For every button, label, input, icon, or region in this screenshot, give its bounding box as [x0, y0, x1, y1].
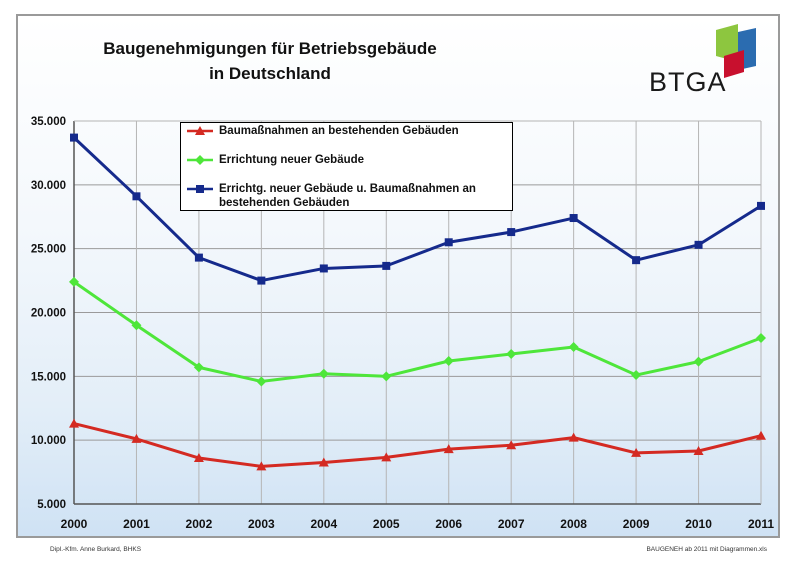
x-tick-label: 2001: [123, 517, 150, 531]
diamond-marker: [443, 356, 454, 367]
x-tick-label: 2010: [685, 517, 712, 531]
diamond-marker: [631, 370, 642, 381]
square-marker: [194, 253, 203, 262]
square-marker: [382, 261, 391, 270]
x-tick-label: 2006: [435, 517, 462, 531]
y-tick-label: 30.000: [31, 180, 66, 192]
x-tick-label: 2011: [748, 517, 774, 531]
legend-label-red: Baumaßnahmen an bestehenden Gebäuden: [219, 125, 459, 137]
x-tick-label: 2003: [248, 517, 275, 531]
triangle-marker: [131, 433, 142, 443]
square-marker: [757, 201, 765, 210]
triangle-marker: [318, 457, 329, 467]
square-marker: [257, 276, 266, 285]
legend-label-green: Errichtung neuer Gebäude: [219, 154, 365, 166]
diamond-marker: [131, 320, 142, 331]
y-tick-label: 10.000: [31, 435, 66, 447]
chart-title-line-2: in Deutschland: [209, 64, 331, 83]
series-line-1: [73, 422, 762, 468]
x-tick-label: 2009: [623, 517, 650, 531]
y-tick-label: 25.000: [31, 244, 66, 256]
footer-author: Dipl.-Kfm. Anne Burkard, BHKS: [50, 546, 142, 553]
triangle-marker: [443, 444, 454, 454]
square-marker: [319, 264, 328, 273]
chart-title: Baugenehmigungen für Betriebsgebäude in …: [60, 36, 480, 86]
triangle-marker: [256, 461, 267, 471]
chart-legend: Baumaßnahmen an bestehenden Gebäuden Err…: [180, 122, 513, 211]
square-marker: [444, 238, 453, 247]
x-tick-label: 2002: [186, 517, 213, 531]
square-marker: [70, 133, 78, 142]
chart-frame: [16, 14, 780, 538]
square-marker: [569, 214, 578, 223]
diamond-marker: [69, 276, 79, 287]
x-tick-label: 2008: [560, 517, 587, 531]
diamond-marker: [693, 356, 704, 367]
diamond-marker: [756, 333, 766, 344]
triangle-marker: [693, 446, 704, 456]
footer-source-file: BAUGENEH ab 2011 mit Diagrammen.xls: [646, 546, 767, 553]
x-tick-label: 2005: [373, 517, 400, 531]
y-tick-label: 5.000: [37, 499, 66, 511]
diamond-marker: [568, 341, 579, 352]
square-marker: [132, 192, 141, 201]
diamond-marker: [318, 368, 329, 379]
diamond-marker: [193, 362, 204, 373]
diamond-marker: [381, 371, 392, 382]
triangle-marker: [193, 453, 204, 463]
square-marker-icon: [187, 185, 213, 193]
series-line-2: [73, 280, 762, 383]
square-marker: [694, 240, 703, 249]
y-tick-label: 20.000: [31, 308, 66, 320]
x-tick-label: 2007: [498, 517, 525, 531]
x-tick-label: 2000: [61, 517, 88, 531]
square-marker: [507, 228, 516, 237]
logo-text: BTGA: [649, 67, 727, 97]
x-tick-label: 2004: [310, 517, 337, 531]
y-tick-label: 35.000: [31, 116, 66, 128]
triangle-marker: [568, 432, 579, 442]
diamond-marker: [256, 376, 267, 387]
triangle-marker-icon: [187, 126, 213, 135]
square-marker: [632, 256, 641, 265]
y-tick-label: 15.000: [31, 371, 66, 383]
series-line-3: [72, 136, 762, 283]
legend-label-blue: Errichtg. neuer Gebäude u. Baumaßnahmen …: [219, 183, 476, 209]
triangle-marker: [506, 440, 517, 450]
triangle-marker: [381, 452, 392, 462]
btga-logo: [640, 22, 765, 100]
diamond-marker-icon: [187, 155, 213, 165]
triangle-marker: [69, 418, 79, 428]
triangle-marker: [756, 430, 766, 440]
diamond-marker: [506, 348, 517, 359]
chart-title-line-1: Baugenehmigungen für Betriebsgebäude: [103, 39, 437, 58]
triangle-marker: [631, 447, 642, 457]
btga-logo-mark-icon: [716, 24, 756, 78]
